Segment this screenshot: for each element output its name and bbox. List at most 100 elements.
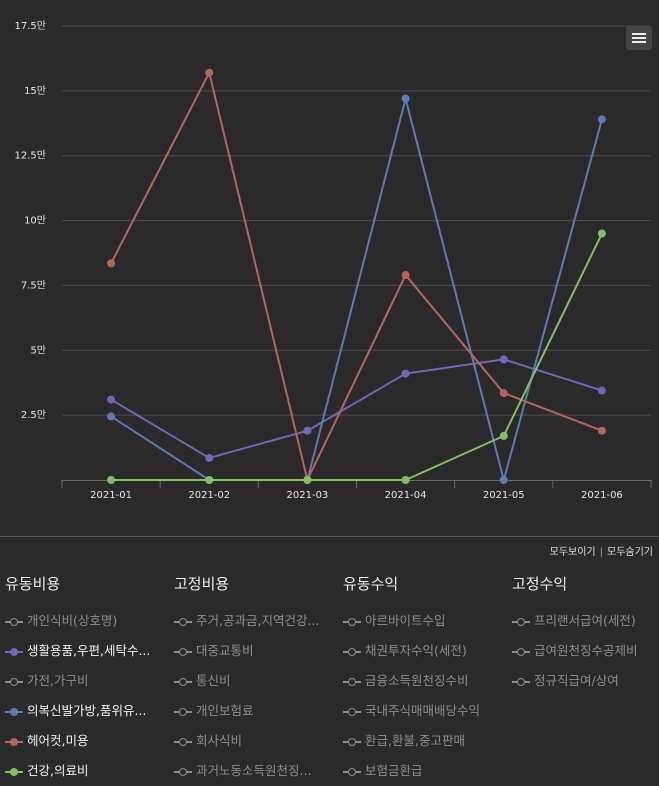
legend-marker-icon xyxy=(5,707,23,717)
legend-item[interactable]: 과거노동소득원천징... xyxy=(169,756,337,786)
legend-item-label: 정규직급여/상여 xyxy=(534,673,619,688)
legend-item[interactable]: 환급,환불,중고판매 xyxy=(338,726,506,756)
legend-marker-icon xyxy=(343,617,361,627)
y-tick-label: 12.5만 xyxy=(15,150,46,162)
show-all-link[interactable]: 모두보이기 xyxy=(549,547,596,558)
y-tick-label: 5만 xyxy=(30,344,46,356)
legend-item[interactable]: 프리랜서급여(세전) xyxy=(507,606,659,636)
legend-marker-icon xyxy=(174,617,192,627)
legend-group-title: 고정수익 xyxy=(512,575,568,593)
legend-item[interactable]: 대중교통비 xyxy=(169,636,337,666)
series-line xyxy=(110,358,603,459)
legend-item-label: 대중교통비 xyxy=(196,643,254,658)
y-tick-label: 15만 xyxy=(24,85,46,97)
data-point xyxy=(401,271,410,280)
x-tick-label: 2021-06 xyxy=(581,490,623,501)
data-point xyxy=(303,476,312,484)
legend-item[interactable]: 국내주식매매배당수익 xyxy=(338,696,506,726)
y-tick-label: 17.5만 xyxy=(15,20,46,32)
data-point xyxy=(499,476,508,484)
legend-item-label: 개인식비(상호명) xyxy=(27,613,118,628)
legend-item[interactable]: 보험금환급 xyxy=(338,756,506,786)
data-point xyxy=(597,386,606,395)
hide-all-link[interactable]: 모두숨기기 xyxy=(607,547,653,558)
legend-item[interactable]: 생활용품,우편,세탁수... xyxy=(0,636,168,666)
x-tick-label: 2021-05 xyxy=(483,490,525,501)
legend-marker-icon xyxy=(343,767,361,777)
x-tick-label: 2021-03 xyxy=(287,490,329,501)
chart-plot: 2.5만 5만 7.5만 10만 12.5만 15만 17.5만 2021-01 2021-02… xyxy=(15,20,652,501)
data-point xyxy=(205,68,214,77)
legend-item[interactable]: 급여원천징수공제비 xyxy=(507,636,659,666)
hamburger-icon[interactable] xyxy=(626,26,652,50)
data-point xyxy=(401,94,410,103)
legend-marker-icon xyxy=(5,767,23,777)
legend-marker-icon xyxy=(343,707,361,717)
data-point xyxy=(499,355,508,364)
legend-item[interactable]: 정규직급여/상여 xyxy=(507,666,659,696)
legend-item[interactable]: 금융소득원천징수비 xyxy=(338,666,506,696)
legend-item-label: 아르바이트수입 xyxy=(365,613,446,628)
data-point xyxy=(597,229,606,238)
legend-item-label: 개인보험료 xyxy=(196,703,254,718)
data-point xyxy=(499,389,508,398)
legend-marker-icon xyxy=(5,737,23,747)
legend-marker-icon xyxy=(5,677,23,687)
legend-item[interactable]: 건강,의료비 xyxy=(0,756,168,786)
legend-item-label: 건강,의료비 xyxy=(27,763,89,778)
legend-item-label: 채권투자수익(세전) xyxy=(365,643,467,658)
legend-item-label: 가전,가구비 xyxy=(27,673,89,688)
data-point xyxy=(107,476,116,484)
data-point xyxy=(205,476,214,484)
legend-toggle-row: 모두보이기 | 모두숨기기 xyxy=(550,543,653,558)
legend-item-label: 프리랜서급여(세전) xyxy=(534,613,636,628)
legend-item-label: 회사식비 xyxy=(196,733,243,748)
legend-item[interactable]: 회사식비 xyxy=(169,726,337,756)
legend-item-label: 헤어컷,미용 xyxy=(27,733,89,748)
data-point xyxy=(303,426,312,435)
legend-item-label: 보험금환급 xyxy=(365,763,423,778)
data-point xyxy=(107,395,116,404)
legend-item[interactable]: 의복신발가방,품위유... xyxy=(0,696,168,726)
data-point xyxy=(401,476,410,484)
x-tick-label: 2021-01 xyxy=(90,490,132,501)
data-point xyxy=(597,115,606,124)
legend-item-label: 금융소득원천징수비 xyxy=(365,673,469,688)
legend-item[interactable]: 개인보험료 xyxy=(169,696,337,726)
data-point xyxy=(107,412,116,421)
legend-item-label: 환급,환불,중고판매 xyxy=(365,733,465,748)
legend-marker-icon xyxy=(174,767,192,777)
legend-marker-icon xyxy=(512,617,530,627)
legend-item[interactable]: 주거,공과금,지역건강... xyxy=(169,606,337,636)
data-point xyxy=(597,426,606,435)
y-tick-label: 7.5만 xyxy=(21,279,46,291)
legend-marker-icon xyxy=(343,677,361,687)
legend-group-title: 유동수익 xyxy=(343,575,399,593)
data-point xyxy=(107,259,116,268)
legend-marker-icon xyxy=(174,647,192,657)
divider xyxy=(0,536,659,537)
legend-item[interactable]: 개인식비(상호명) xyxy=(0,606,168,636)
legend-item[interactable]: 통신비 xyxy=(169,666,337,696)
legend-marker-icon xyxy=(174,707,192,717)
legend-item-label: 통신비 xyxy=(196,673,231,688)
series-line xyxy=(111,233,603,481)
legend-column: 유동비용 개인식비(상호명) 생활용품,우편,세탁수... 가전,가구비 의복신발가방,… xyxy=(0,572,168,786)
legend-marker-icon xyxy=(5,617,23,627)
legend-group-title: 고정비용 xyxy=(174,575,230,593)
y-tick-label: 10만 xyxy=(24,215,46,227)
legend-item[interactable]: 헤어컷,미용 xyxy=(0,726,168,756)
data-point xyxy=(401,369,410,378)
legend-item[interactable]: 아르바이트수입 xyxy=(338,606,506,636)
legend-item-label: 급여원천징수공제비 xyxy=(534,643,638,658)
legend-marker-icon xyxy=(343,737,361,747)
legend-item[interactable]: 채권투자수익(세전) xyxy=(338,636,506,666)
legend-marker-icon xyxy=(174,677,192,687)
legend-marker-icon xyxy=(343,647,361,657)
y-tick-label: 2.5만 xyxy=(21,409,46,421)
series-line xyxy=(110,71,603,481)
data-point xyxy=(205,453,214,462)
legend-marker-icon xyxy=(512,677,530,687)
legend-item[interactable]: 가전,가구비 xyxy=(0,666,168,696)
